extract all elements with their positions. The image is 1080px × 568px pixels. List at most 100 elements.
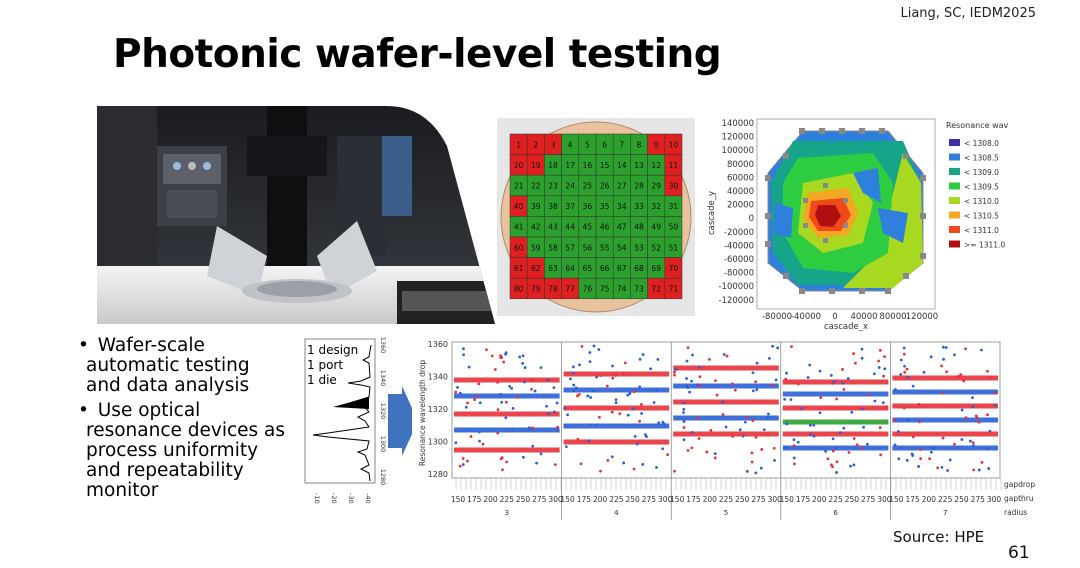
scatter-point xyxy=(577,392,581,396)
contour-y-tick: 100000 xyxy=(722,146,754,156)
contour-x-label: cascade_x xyxy=(824,322,868,332)
scatter-point xyxy=(661,447,665,451)
scatter-point xyxy=(564,445,568,449)
scatter-point xyxy=(531,444,535,448)
scatter-point xyxy=(510,386,514,390)
scatter-radius-tick: 200 xyxy=(812,495,827,504)
scatter-group-label: 4 xyxy=(614,509,619,517)
scatter-radius-tick: 175 xyxy=(577,495,592,504)
scatter-point xyxy=(633,435,637,438)
scatter-point xyxy=(928,457,932,461)
scatter-point xyxy=(649,367,653,371)
scatter-point xyxy=(685,359,689,363)
wafer-die-number: 14 xyxy=(617,161,627,170)
scatter-point xyxy=(792,438,796,442)
scatter-point xyxy=(605,384,609,388)
scatter-point xyxy=(750,451,754,455)
scatter-point xyxy=(697,365,701,369)
contour-y-tick: -120000 xyxy=(718,296,754,306)
scatter-point xyxy=(690,430,694,434)
scatter-point xyxy=(614,401,618,405)
scatter-point xyxy=(674,367,678,371)
scatter-band xyxy=(782,391,889,397)
scatter-point xyxy=(578,363,581,367)
scatter-point xyxy=(504,416,508,420)
wafer-die-number: 3 xyxy=(551,140,556,149)
wafer-die-number: 12 xyxy=(651,161,661,170)
scatter-point xyxy=(960,438,964,441)
scatter-point xyxy=(661,420,665,424)
wafer-die-number: 77 xyxy=(565,285,575,294)
scatter-band xyxy=(563,423,670,429)
wafer-die-number: 5 xyxy=(585,140,590,149)
scatter-point xyxy=(682,411,685,414)
scatter-point xyxy=(826,457,830,461)
scatter-point xyxy=(818,369,822,373)
scatter-point xyxy=(714,379,717,383)
wafer-die-number: 13 xyxy=(634,161,644,170)
wafer-die-number: 44 xyxy=(565,223,575,232)
scatter-radius-tick: 150 xyxy=(451,495,466,504)
scatter-point xyxy=(485,348,488,352)
scatter-y-tick: 1340 xyxy=(428,373,448,382)
scatter-point xyxy=(499,457,503,461)
wafer-die-number: 25 xyxy=(583,182,593,191)
scatter-point xyxy=(841,368,844,371)
scatter-point xyxy=(751,419,755,422)
scatter-point xyxy=(741,434,745,438)
scatter-point xyxy=(632,467,636,471)
contour-legend-swatch xyxy=(949,153,960,161)
scatter-point xyxy=(556,425,559,429)
scatter-point xyxy=(553,463,557,467)
scatter-point xyxy=(831,449,835,453)
scatter-point xyxy=(968,439,972,443)
scatter-point xyxy=(508,384,512,388)
scatter-point xyxy=(750,460,754,464)
scatter-point xyxy=(529,378,533,382)
scatter-point xyxy=(762,428,766,432)
scatter-radius-tick: 250 xyxy=(626,495,641,504)
contour-y-tick: 80000 xyxy=(727,160,754,170)
scatter-point xyxy=(589,396,592,399)
contour-legend-swatch xyxy=(949,211,960,219)
scatter-point xyxy=(535,461,538,465)
scatter-point xyxy=(713,452,717,456)
bullet-list: • Wafer-scale automatic testing and data… xyxy=(70,336,302,506)
scatter-point xyxy=(897,457,901,461)
scatter-point xyxy=(566,413,569,417)
scatter-point xyxy=(972,468,976,472)
scatter-point xyxy=(818,411,822,415)
scatter-band xyxy=(892,431,998,437)
scatter-radius-tick: 275 xyxy=(861,495,876,504)
scatter-point xyxy=(466,401,469,405)
scatter-point xyxy=(771,383,774,387)
scatter-point xyxy=(831,381,834,385)
scatter-point xyxy=(861,446,865,450)
scatter-group-label: 7 xyxy=(943,509,947,517)
scatter-point xyxy=(614,374,617,377)
scatter-y-label: Resonance wavelength drop xyxy=(418,360,427,467)
scatter-point xyxy=(940,364,944,368)
scatter-point xyxy=(919,457,923,461)
scatter-point xyxy=(792,444,796,448)
contour-legend-swatch xyxy=(949,197,960,204)
scatter-point xyxy=(980,460,984,464)
wafer-die-number: 71 xyxy=(669,285,679,294)
scatter-radius-tick: 250 xyxy=(954,495,969,504)
scatter-point xyxy=(902,352,906,356)
scatter-radius-tick: 300 xyxy=(877,495,892,504)
wafer-die-number: 70 xyxy=(669,264,679,273)
scatter-point xyxy=(738,428,742,432)
scatter-point xyxy=(988,429,992,433)
scatter-radius-tick: 225 xyxy=(719,495,734,504)
scatter-point xyxy=(977,420,981,424)
scatter-radius-tick: 300 xyxy=(658,495,673,504)
bullet-line: Use optical xyxy=(86,400,201,421)
scatter-radius-tick: 275 xyxy=(971,495,986,504)
wafer-die-number: 75 xyxy=(600,285,610,294)
scatter-group-label: 3 xyxy=(505,509,509,517)
scatter-point xyxy=(469,435,473,438)
scatter-point xyxy=(835,460,839,464)
scatter-point xyxy=(682,420,686,423)
scatter-y-tick: 1280 xyxy=(428,470,448,479)
